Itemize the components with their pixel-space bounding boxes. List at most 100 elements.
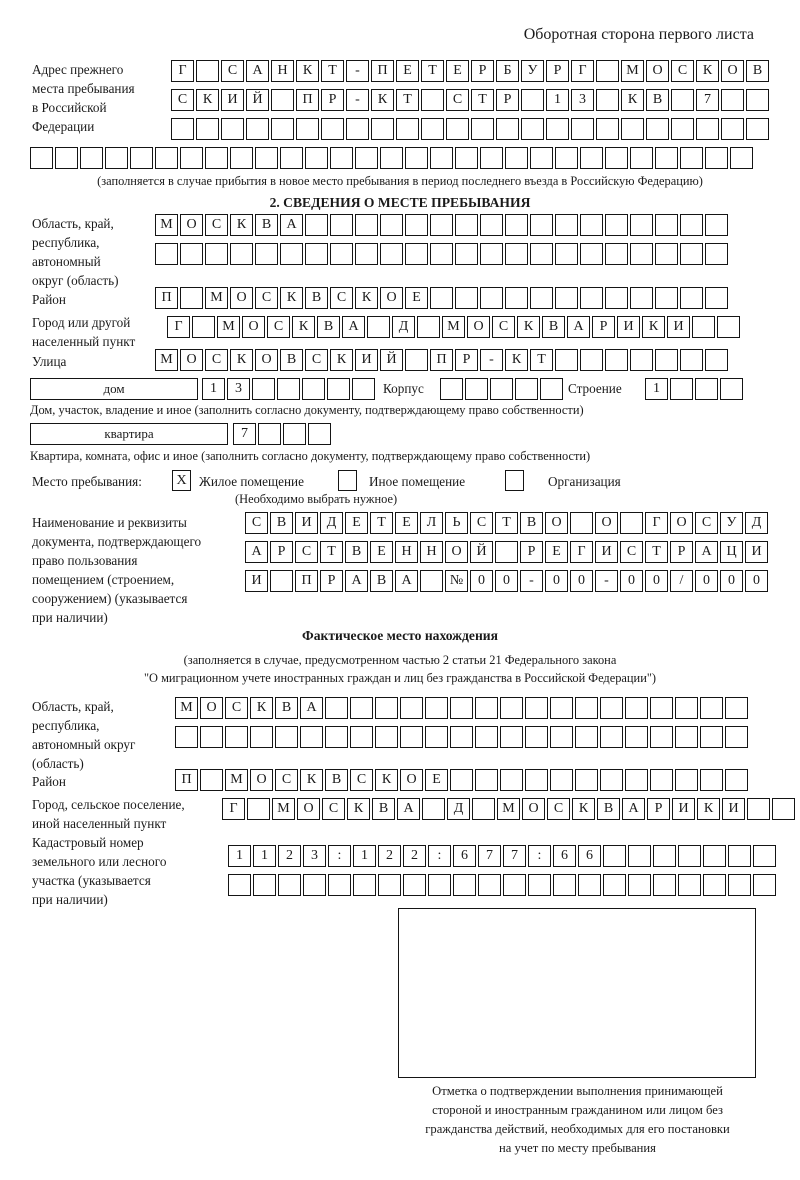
char-cell[interactable] <box>605 287 628 309</box>
char-cell[interactable] <box>270 570 293 592</box>
char-cell[interactable]: 3 <box>571 89 594 111</box>
char-cell[interactable]: И <box>245 570 268 592</box>
char-cell[interactable] <box>305 147 328 169</box>
char-cell[interactable] <box>271 89 294 111</box>
char-cell[interactable] <box>155 147 178 169</box>
char-cell[interactable]: М <box>272 798 295 820</box>
char-cell[interactable] <box>308 423 331 445</box>
char-cell[interactable]: В <box>325 769 348 791</box>
char-cell[interactable]: С <box>620 541 643 563</box>
char-cell[interactable] <box>228 874 251 896</box>
char-cell[interactable] <box>280 147 303 169</box>
char-cell[interactable]: М <box>175 697 198 719</box>
char-cell[interactable]: О <box>467 316 490 338</box>
char-cell[interactable] <box>630 349 653 371</box>
char-cell[interactable] <box>375 697 398 719</box>
char-cell[interactable]: 7 <box>478 845 501 867</box>
char-cell[interactable]: - <box>346 60 369 82</box>
char-cell[interactable] <box>605 214 628 236</box>
char-cell[interactable] <box>350 726 373 748</box>
char-cell[interactable] <box>196 60 219 82</box>
char-cell[interactable]: И <box>595 541 618 563</box>
char-cell[interactable] <box>575 697 598 719</box>
char-cell[interactable]: Т <box>645 541 668 563</box>
char-cell[interactable] <box>171 118 194 140</box>
char-cell[interactable]: М <box>621 60 644 82</box>
char-cell[interactable] <box>328 874 351 896</box>
char-cell[interactable] <box>278 874 301 896</box>
char-cell[interactable]: - <box>595 570 618 592</box>
char-cell[interactable]: О <box>445 541 468 563</box>
char-cell[interactable] <box>302 378 325 400</box>
char-cell[interactable]: У <box>521 60 544 82</box>
char-cell[interactable] <box>553 874 576 896</box>
char-cell[interactable]: 0 <box>470 570 493 592</box>
char-cell[interactable] <box>305 214 328 236</box>
cadastral-row-2[interactable] <box>228 874 776 896</box>
char-cell[interactable]: К <box>572 798 595 820</box>
char-cell[interactable]: О <box>646 60 669 82</box>
char-cell[interactable] <box>380 147 403 169</box>
checkbox-zhiloe-pomeshchenie[interactable]: Х <box>172 470 191 491</box>
char-cell[interactable]: 7 <box>503 845 526 867</box>
char-cell[interactable]: М <box>217 316 240 338</box>
char-cell[interactable] <box>400 726 423 748</box>
char-cell[interactable]: 7 <box>233 423 256 445</box>
char-cell[interactable]: С <box>295 541 318 563</box>
char-cell[interactable] <box>705 214 728 236</box>
char-cell[interactable] <box>650 769 673 791</box>
char-cell[interactable]: Р <box>321 89 344 111</box>
char-cell[interactable] <box>550 726 573 748</box>
char-cell[interactable] <box>325 697 348 719</box>
char-cell[interactable] <box>422 798 445 820</box>
char-cell[interactable] <box>646 118 669 140</box>
char-cell[interactable]: Р <box>320 570 343 592</box>
char-cell[interactable]: О <box>242 316 265 338</box>
char-cell[interactable]: М <box>497 798 520 820</box>
char-cell[interactable]: 2 <box>403 845 426 867</box>
char-cell[interactable]: В <box>646 89 669 111</box>
char-cell[interactable] <box>405 243 428 265</box>
char-cell[interactable] <box>525 697 548 719</box>
char-cell[interactable]: Р <box>270 541 293 563</box>
char-cell[interactable] <box>555 243 578 265</box>
char-cell[interactable] <box>521 118 544 140</box>
char-cell[interactable]: О <box>721 60 744 82</box>
char-cell[interactable] <box>500 769 523 791</box>
char-cell[interactable] <box>130 147 153 169</box>
char-cell[interactable] <box>605 147 628 169</box>
char-cell[interactable]: И <box>617 316 640 338</box>
char-cell[interactable] <box>405 349 428 371</box>
char-cell[interactable] <box>605 243 628 265</box>
char-cell[interactable]: Е <box>370 541 393 563</box>
char-cell[interactable]: 3 <box>303 845 326 867</box>
char-cell[interactable]: С <box>350 769 373 791</box>
char-cell[interactable] <box>253 874 276 896</box>
char-cell[interactable]: Р <box>520 541 543 563</box>
char-cell[interactable]: 1 <box>253 845 276 867</box>
char-cell[interactable] <box>621 118 644 140</box>
char-cell[interactable]: И <box>745 541 768 563</box>
char-cell[interactable] <box>521 89 544 111</box>
char-cell[interactable]: 1 <box>202 378 225 400</box>
char-cell[interactable]: 1 <box>546 89 569 111</box>
char-cell[interactable]: С <box>695 512 718 534</box>
char-cell[interactable]: К <box>280 287 303 309</box>
char-cell[interactable]: Р <box>647 798 670 820</box>
char-cell[interactable] <box>450 697 473 719</box>
char-cell[interactable]: П <box>295 570 318 592</box>
char-cell[interactable] <box>600 769 623 791</box>
char-cell[interactable]: А <box>342 316 365 338</box>
char-cell[interactable]: И <box>672 798 695 820</box>
char-cell[interactable] <box>700 726 723 748</box>
char-cell[interactable] <box>252 378 275 400</box>
char-cell[interactable] <box>255 147 278 169</box>
char-cell[interactable]: П <box>430 349 453 371</box>
char-cell[interactable] <box>455 214 478 236</box>
char-cell[interactable] <box>480 147 503 169</box>
char-cell[interactable] <box>630 147 653 169</box>
